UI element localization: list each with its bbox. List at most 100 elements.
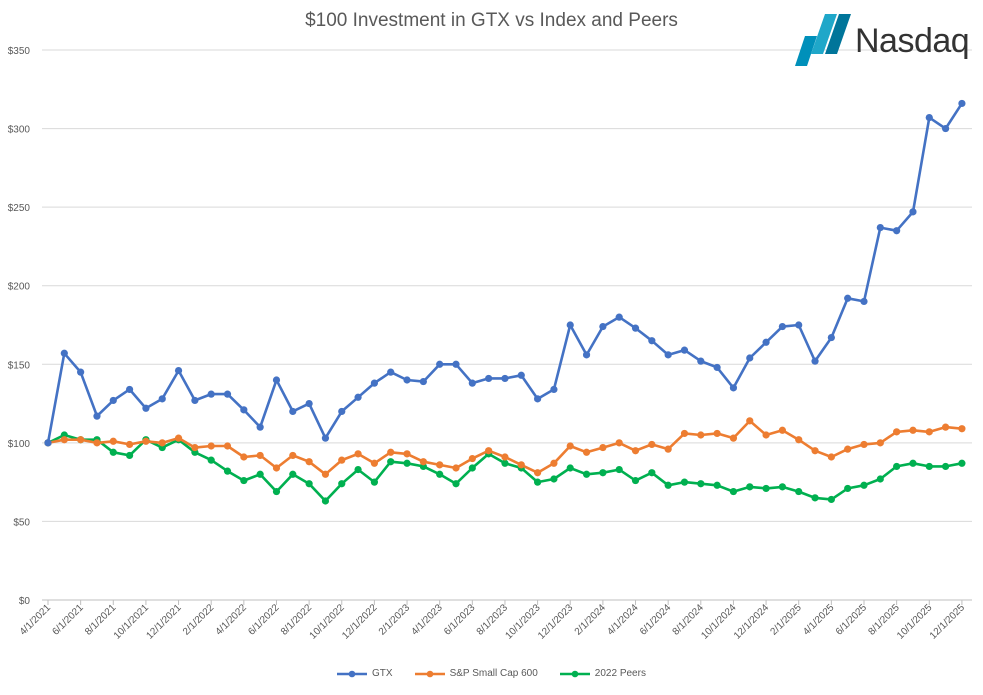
data-point [207, 390, 215, 398]
data-point [844, 294, 852, 302]
data-point [860, 481, 868, 489]
x-tick-label: 12/1/2023 [536, 602, 576, 642]
data-point [207, 442, 215, 450]
y-tick-label: $150 [8, 360, 31, 371]
data-point [485, 374, 493, 383]
x-tick-label: 4/1/2024 [605, 602, 641, 638]
x-tick-label: 2/1/2024 [573, 602, 609, 638]
data-point [338, 456, 346, 464]
data-point [615, 465, 623, 474]
data-point [615, 439, 623, 447]
data-point [223, 442, 232, 450]
data-point [762, 338, 770, 346]
data-point [223, 467, 232, 475]
x-tick-label: 4/1/2022 [214, 602, 250, 638]
data-point [321, 497, 330, 505]
data-point [256, 451, 264, 460]
data-point [272, 464, 281, 472]
data-point [860, 297, 868, 306]
data-point [713, 429, 721, 438]
data-point [893, 462, 901, 471]
data-point [827, 333, 835, 342]
data-point [452, 464, 460, 472]
data-point [599, 322, 607, 331]
data-point [713, 363, 721, 372]
data-point [795, 487, 803, 496]
legend-label: GTX [372, 668, 393, 679]
data-point [403, 376, 411, 384]
data-point [534, 469, 542, 477]
legend: GTX S&P Small Cap 600 2022 Peers [0, 668, 983, 679]
nasdaq-logo-icon [795, 14, 851, 66]
data-point [77, 368, 85, 376]
data-point [223, 390, 232, 398]
data-point [893, 428, 901, 436]
data-point [256, 423, 264, 431]
y-tick-label: $200 [8, 282, 31, 293]
legend-marker-sp600 [414, 670, 445, 677]
data-point [44, 439, 52, 447]
data-point [697, 357, 705, 365]
data-point [517, 371, 525, 379]
data-point [664, 445, 672, 453]
data-point [305, 458, 313, 466]
data-point [680, 429, 689, 438]
data-point [566, 464, 574, 472]
data-point [942, 124, 950, 133]
data-point [925, 428, 933, 436]
data-point [893, 227, 901, 235]
x-tick-label: 6/1/2023 [442, 602, 478, 638]
data-point [582, 470, 591, 478]
data-point [468, 379, 476, 387]
data-point [615, 313, 623, 321]
data-point [419, 458, 427, 466]
data-point [566, 321, 574, 329]
x-tick-label: 2/1/2023 [377, 602, 413, 638]
x-tick-label: 6/1/2021 [50, 602, 86, 638]
x-tick-label: 2/1/2022 [181, 602, 217, 638]
data-point [387, 448, 395, 456]
data-point [925, 462, 933, 471]
data-point [827, 495, 835, 504]
legend-item-sp600[interactable]: S&P Small Cap 600 [414, 668, 538, 679]
x-tick-label: 4/1/2023 [409, 602, 445, 638]
data-point [958, 459, 966, 467]
data-point [729, 434, 738, 442]
data-point [485, 447, 493, 455]
data-point [109, 396, 117, 405]
data-point [109, 437, 117, 445]
data-point [126, 385, 134, 394]
data-point [631, 476, 640, 485]
data-point [942, 462, 950, 471]
data-point [550, 459, 558, 467]
data-point [599, 469, 607, 477]
data-point [778, 483, 787, 491]
data-point [370, 379, 378, 387]
legend-item-gtx[interactable]: GTX [337, 668, 393, 679]
data-point [305, 399, 313, 408]
data-point [256, 470, 264, 478]
data-point [631, 447, 640, 455]
nasdaq-logo: Nasdaq [795, 14, 975, 66]
data-point [534, 478, 542, 486]
data-point [795, 321, 803, 329]
data-point [582, 351, 591, 359]
data-point [93, 439, 101, 447]
legend-item-peers[interactable]: 2022 Peers [559, 668, 646, 679]
data-point [403, 450, 411, 458]
data-point [534, 395, 542, 403]
data-point [354, 465, 362, 474]
x-tick-label: 4/1/2021 [18, 602, 54, 638]
data-point [338, 407, 346, 416]
data-point [876, 223, 884, 232]
data-point [550, 475, 558, 483]
data-point [909, 459, 917, 467]
legend-marker-gtx [337, 670, 368, 677]
data-point [811, 447, 819, 455]
legend-label: S&P Small Cap 600 [449, 668, 538, 679]
data-point [664, 481, 672, 489]
data-point [909, 208, 917, 216]
data-point [272, 376, 281, 384]
data-point [436, 461, 444, 469]
